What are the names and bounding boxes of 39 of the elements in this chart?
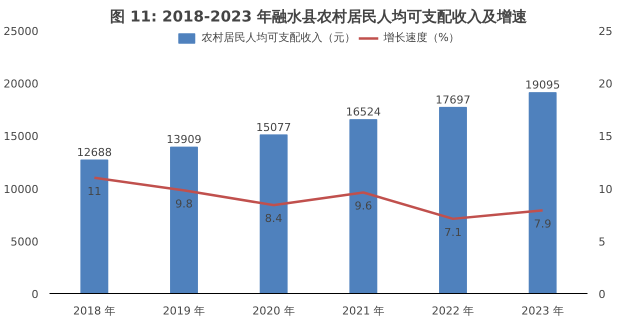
- data-label: 17697: [436, 93, 471, 106]
- y2-tick-label: 10: [598, 182, 612, 196]
- y-tick-label: 10000: [4, 182, 39, 196]
- bar: [439, 106, 467, 294]
- x-tick-label: 2020 年: [252, 304, 295, 318]
- data-label: 8.4: [264, 212, 282, 226]
- y-tick-label: 20000: [4, 78, 39, 91]
- data-label: 19095: [525, 78, 560, 92]
- y2-tick-label: 25: [598, 25, 612, 38]
- bar: [260, 134, 288, 294]
- data-label: 12688: [76, 146, 112, 160]
- data-label: 7.1: [444, 226, 462, 239]
- data-label: 9.8: [175, 197, 193, 210]
- y2-tick-label: 0: [598, 288, 606, 301]
- y2-tick-label: 20: [598, 78, 612, 91]
- bar: [528, 92, 557, 294]
- x-tick-label: 2021 年: [342, 304, 385, 318]
- y-tick-label: 5000: [10, 235, 39, 248]
- y-tick-label: 15000: [4, 130, 39, 144]
- x-tick-label: 2019 年: [162, 304, 206, 318]
- legend-label: 增长速度（%）: [383, 30, 460, 45]
- y2-tick-label: 15: [598, 130, 612, 144]
- data-label: 9.6: [354, 200, 372, 213]
- y-tick-label: 25000: [4, 25, 39, 38]
- data-label: 11: [87, 184, 102, 198]
- data-label: 7.9: [534, 217, 552, 230]
- data-label: 15077: [256, 120, 292, 134]
- data-label: 16524: [346, 106, 381, 119]
- y-tick-label: 0: [32, 288, 38, 301]
- chart-title: 图 11: 2018-2023 年融水县农村居民人均可支配收入及增速: [110, 8, 528, 26]
- x-tick-label: 2023 年: [521, 304, 564, 318]
- legend-label: 农村居民人均可支配收入（元）: [201, 30, 356, 45]
- bar: [170, 146, 198, 294]
- x-tick-label: 2022 年: [432, 304, 474, 318]
- data-label: 13909: [166, 133, 202, 146]
- y2-tick-label: 5: [598, 235, 606, 248]
- bar: [349, 119, 378, 294]
- bar: [80, 160, 108, 294]
- x-tick-label: 2018 年: [73, 304, 116, 318]
